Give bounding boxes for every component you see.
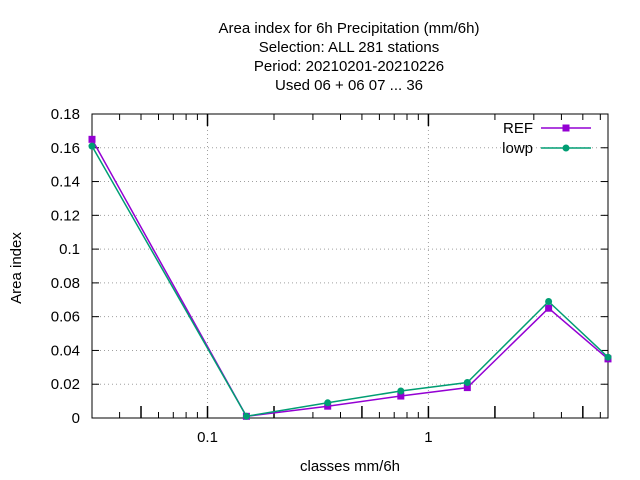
series-line [91,138,609,418]
grid [92,114,608,418]
data-point [463,379,471,387]
data-point [324,399,332,407]
title-line-1: Area index for 6h Precipitation (mm/6h) [219,20,480,37]
data-point [397,392,405,400]
y-tick-label: 0 [72,410,80,427]
title-line-3: Period: 20210201-20210226 [254,58,444,75]
chart-title: Area index for 6h Precipitation (mm/6h) … [219,20,480,94]
series-line [91,145,609,418]
y-axis-label: Area index [8,232,25,304]
x-tick-label: 0.1 [197,429,218,446]
legend-label: REF [503,120,533,137]
y-tick-label: 0.02 [51,376,80,393]
axis-ticks: 0 0.02 0.04 0.06 0.08 0.1 0.12 0.14 0.16 0.18 0.1 1 [51,106,608,446]
data-point [604,353,612,361]
plot-border [91,113,609,419]
data-point [545,304,553,312]
data-point [88,142,96,150]
legend-marker [562,144,570,152]
y-tick-label: 0.04 [51,342,80,359]
legend-marker [562,124,570,132]
title-line-2: Selection: ALL 281 stations [259,39,439,56]
data-series [88,135,612,420]
data-point [397,387,405,395]
y-tick-label: 0.06 [51,309,80,326]
x-axis-label: classes mm/6h [300,458,400,475]
y-tick-label: 0.16 [51,140,80,157]
series-lowp [88,142,612,420]
y-tick-label: 0.08 [51,275,80,292]
title-line-4: Used 06 + 06 07 ... 36 [275,77,423,94]
legend: REF lowp [502,120,591,157]
data-point [545,297,553,305]
y-tick-label: 0.1 [59,241,80,258]
data-point [463,384,471,392]
data-point [88,135,96,143]
y-tick-label: 0.12 [51,207,80,224]
x-tick-label: 1 [424,429,432,446]
y-tick-label: 0.14 [51,174,80,191]
legend-label: lowp [502,140,533,157]
data-point [242,412,250,420]
y-tick-label: 0.18 [51,106,80,123]
